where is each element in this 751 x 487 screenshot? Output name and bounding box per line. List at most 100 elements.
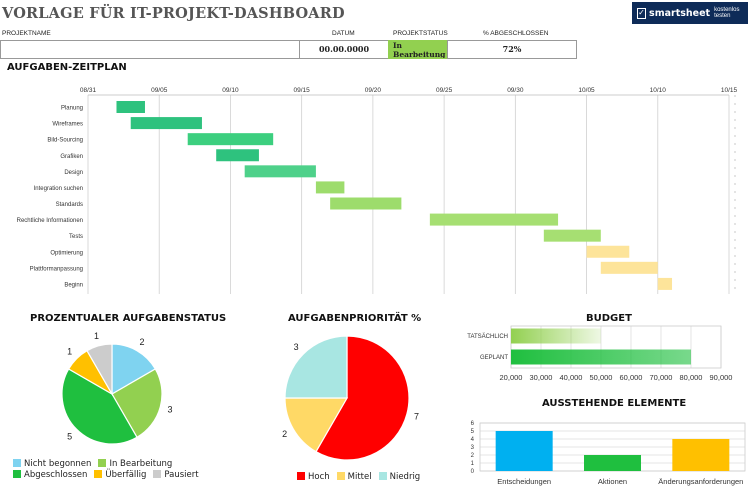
status-pie-legend: Nicht begonnen In Bearbeitung Abgeschlosse…	[13, 459, 243, 481]
pie-slice	[315, 335, 410, 461]
legend-item: Hoch	[297, 472, 330, 482]
pie-data-label: 5	[67, 431, 72, 441]
percent-value: 72%	[502, 44, 522, 54]
gantt-task-label: Rechtliche Informationen	[17, 218, 83, 224]
legend-item: Überfällig	[94, 470, 146, 481]
pending-y-tick-label: 3	[471, 445, 475, 451]
pending-y-tick-label: 1	[471, 461, 475, 467]
pie-data-label: 7	[414, 412, 419, 422]
status-value: In Bearbeitung	[393, 41, 446, 59]
gantt-task-bar	[130, 117, 202, 130]
pie-data-label: 1	[67, 347, 72, 357]
page-title: VORLAGE FÜR IT-PROJEKT-DASHBOARD	[2, 5, 345, 22]
pending-category-label: Entscheidungen	[497, 477, 551, 486]
pie-data-label: 3	[167, 405, 172, 415]
gantt-task-bar	[187, 133, 274, 146]
logo-brand: smartsheet	[649, 7, 711, 19]
pending-y-tick-label: 0	[471, 469, 475, 475]
legend-item: Nicht begonnen	[13, 459, 91, 470]
gantt-task-bar	[543, 229, 601, 242]
gantt-task-label: Planung	[61, 106, 83, 112]
legend-label: Pausiert	[164, 470, 199, 480]
gantt-task-bar	[330, 197, 402, 210]
gantt-task-label: Beginn	[64, 282, 83, 288]
pending-category-label: Änderungsanforderungen	[658, 477, 743, 486]
gantt-x-tick-label: 09/05	[151, 87, 168, 94]
pending-bar	[672, 439, 730, 471]
gantt-x-tick-label: 09/10	[222, 87, 239, 94]
gantt-task-label: Grafiken	[60, 154, 83, 160]
gantt-x-tick-label: 09/25	[436, 87, 453, 94]
smartsheet-logo-button[interactable]: ✓ smartsheet kostenlos testen	[632, 2, 748, 24]
percent-field[interactable]: 72%	[447, 40, 577, 59]
gantt-x-tick-label: 10/15	[721, 87, 738, 94]
project-name-label: PROJEKTNAME	[2, 30, 51, 37]
budget-category-label: TATSÄCHLICH	[467, 333, 508, 340]
pending-chart: 0 1 2 3 4 5 6 Entscheidungen Aktionen Änderungsan…	[471, 421, 746, 486]
status-pie-title: PROZENTUALER AUFGABENSTATUS	[30, 313, 227, 324]
status-field[interactable]: In Bearbeitung	[388, 40, 448, 59]
legend-swatch	[98, 459, 107, 467]
date-label: DATUM	[332, 30, 355, 37]
pie-slice	[111, 368, 163, 439]
pie-slice	[284, 397, 349, 453]
pending-y-tick-label: 6	[471, 421, 475, 427]
budget-x-tick-label: 30,000	[530, 373, 553, 382]
gantt-x-tick-label: 09/20	[365, 87, 382, 94]
legend-label: Nicht begonnen	[24, 459, 92, 469]
date-field[interactable]: 00.00.0000	[299, 40, 389, 59]
gantt-task-bar	[216, 149, 259, 162]
legend-swatch	[153, 470, 162, 478]
gantt-task-bar	[116, 101, 145, 113]
legend-swatch	[378, 472, 387, 480]
budget-chart: 20,000 30,000 40,000 50,000 60,000 70,000 80,0…	[467, 325, 732, 382]
legend-swatch	[336, 472, 345, 480]
budget-x-tick-label: 40,000	[560, 373, 583, 382]
legend-label: Abgeschlossen	[24, 470, 88, 480]
budget-bar	[511, 328, 601, 344]
pie-data-label: 2	[139, 337, 144, 347]
budget-bar	[511, 349, 691, 365]
legend-label: Niedrig	[389, 472, 421, 482]
pie-slice	[284, 335, 348, 399]
pending-y-tick-label: 4	[471, 437, 475, 443]
priority-pie-title: AUFGABENPRIORITÄT %	[288, 313, 422, 324]
legend-label: Mittel	[347, 472, 372, 482]
legend-item: Pausiert	[153, 470, 199, 481]
gantt-task-label: Standards	[56, 202, 83, 208]
gantt-task-label: Optimierung	[50, 250, 83, 256]
pie-data-label: 3	[294, 342, 299, 352]
gantt-task-bar	[600, 261, 658, 274]
legend-swatch	[13, 459, 21, 467]
pie-data-label: 2	[282, 429, 287, 439]
gantt-task-bar	[429, 213, 559, 226]
pending-category-label: Aktionen	[598, 477, 627, 486]
status-pie-chart: 2 3 5 1 1	[61, 331, 172, 445]
logo-cta: kostenlos testen	[714, 7, 740, 19]
gantt-x-tick-label: 08/31	[80, 87, 97, 94]
legend-label: Hoch	[308, 472, 330, 482]
gantt-task-bar	[315, 181, 345, 194]
gantt-task-label: Design	[64, 170, 83, 176]
budget-title: BUDGET	[586, 313, 632, 324]
gantt-task-bar	[657, 277, 673, 290]
legend-item: Abgeschlossen	[13, 470, 87, 481]
gantt-x-tick-label: 09/30	[507, 87, 524, 94]
legend-item: Mittel	[336, 472, 372, 482]
project-name-field[interactable]	[0, 40, 300, 59]
pending-y-tick-label: 2	[471, 453, 475, 459]
gantt-x-tick-label: 09/15	[294, 87, 311, 94]
legend-swatch	[297, 472, 305, 480]
budget-x-tick-label: 70,000	[650, 373, 673, 382]
pie-slice	[61, 368, 138, 445]
gantt-task-label: Wireframes	[52, 122, 83, 128]
budget-plot-frame	[510, 325, 722, 369]
legend-item: Niedrig	[378, 472, 421, 482]
gantt-task-bar	[586, 245, 630, 258]
legend-label: In Bearbeitung	[109, 459, 173, 469]
priority-pie-chart: 7 2 3	[282, 335, 419, 461]
pie-data-label: 1	[94, 331, 99, 341]
pending-bar	[584, 455, 641, 471]
checkmark-icon: ✓	[637, 7, 647, 19]
legend-item: In Bearbeitung	[98, 459, 172, 470]
